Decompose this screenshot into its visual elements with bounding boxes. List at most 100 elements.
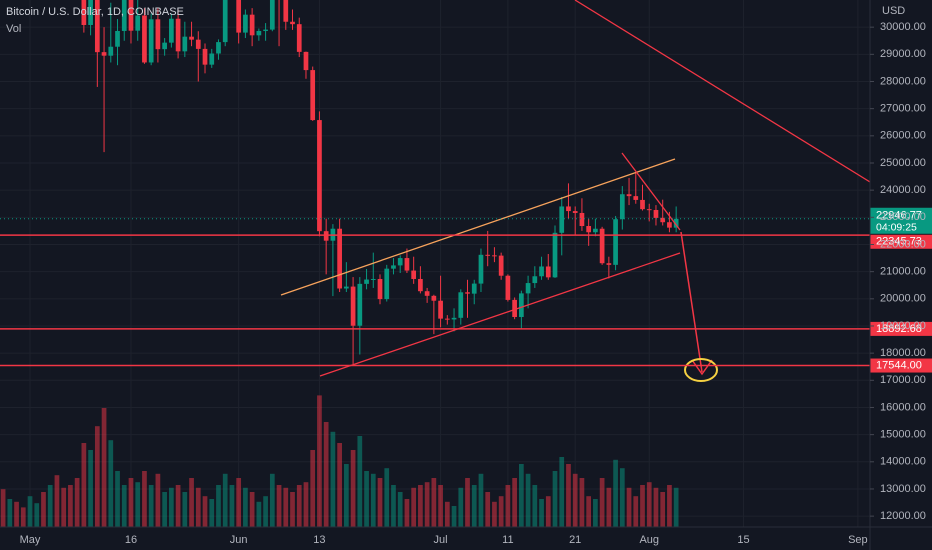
y-tick-label: 19000.00 [880, 320, 926, 332]
volume-bar [404, 499, 410, 527]
x-tick-label: Jun [230, 534, 248, 546]
volume-bar [418, 485, 423, 527]
volume-bar [263, 496, 268, 527]
volume-bar [101, 408, 107, 527]
volume-bar [391, 485, 396, 527]
volume-bar [444, 501, 450, 527]
volume-bar [492, 501, 497, 527]
volume-bar [613, 459, 618, 527]
volume-bar [27, 496, 33, 527]
candle-body [404, 258, 410, 271]
candle-body [485, 254, 491, 256]
volume-bar [337, 443, 342, 527]
candle-body [465, 292, 470, 294]
candle-body [337, 228, 342, 289]
candle-body [552, 232, 558, 278]
volume-bar [572, 473, 578, 527]
y-tick-label: 20000.00 [880, 293, 926, 305]
volume-bar [121, 485, 127, 527]
candle-body [660, 217, 666, 223]
candle-body [88, 0, 93, 25]
candle-body [169, 18, 174, 43]
volume-bar [148, 485, 154, 527]
candles [81, 0, 679, 365]
volume-bar [182, 492, 188, 527]
candle-body [532, 276, 538, 284]
y-tick-label: 18000.00 [880, 347, 926, 359]
candle-body [182, 36, 188, 52]
candle-body [370, 278, 376, 280]
volume-bar [88, 450, 93, 527]
volume-bar [626, 487, 632, 527]
candle-body [599, 228, 605, 264]
volume-bar [195, 487, 201, 527]
candle-body [673, 218, 679, 228]
volume-bar [222, 473, 228, 527]
candle-body [431, 295, 437, 301]
candle-body [633, 196, 639, 200]
candle-body [209, 53, 215, 65]
y-tick-label: 29000.00 [880, 48, 926, 60]
volume-bar [552, 471, 558, 527]
trendline [574, 0, 870, 183]
candle-body [94, 0, 100, 53]
price-line-box [870, 358, 932, 373]
candle-body [344, 286, 349, 289]
candle-body [142, 15, 147, 63]
volume-bar [108, 440, 114, 527]
candle-body [566, 206, 571, 212]
volume-bar [41, 492, 46, 527]
volume-bar [505, 485, 511, 527]
y-tick-label: 16000.00 [880, 401, 926, 413]
channel-upper [280, 158, 676, 296]
candle-body [525, 283, 531, 294]
candle-body [559, 206, 565, 233]
candle-body [202, 48, 208, 65]
volume-bar [619, 468, 625, 527]
volume-bar [202, 496, 208, 527]
volume-bar [14, 501, 19, 527]
volume-bar [94, 426, 100, 527]
volume-bar [256, 501, 262, 527]
candle-body [539, 266, 544, 277]
candle-body [101, 52, 107, 56]
y-tick-label: 12000.00 [880, 510, 926, 522]
y-tick-label: 13000.00 [880, 483, 926, 495]
arrow-head [691, 359, 713, 376]
volume-bar [135, 482, 141, 527]
x-tick-label: Aug [639, 534, 659, 546]
volume-bar [276, 485, 282, 527]
candle-body [593, 228, 598, 233]
volume-bar [290, 492, 295, 527]
volume-bar [485, 492, 491, 527]
volume-bar [317, 395, 322, 527]
volume-bar [236, 478, 242, 527]
volume-bar [633, 496, 639, 527]
current-price-label: 22946.77 [876, 210, 922, 222]
candle-body [269, 0, 275, 30]
x-tick-label: 13 [313, 534, 325, 546]
volume-bar [606, 487, 612, 527]
volume-bar [20, 507, 26, 527]
volume-bar [660, 492, 666, 527]
volume-bar [431, 478, 437, 527]
volume-bar [545, 496, 551, 527]
candle-body [128, 0, 134, 31]
volume-bar [54, 475, 60, 527]
y-tick-label: 22000.00 [880, 238, 926, 250]
volume-bar [175, 485, 181, 527]
y-tick-label: 15000.00 [880, 429, 926, 441]
volume-bar [593, 499, 598, 527]
candle-body [478, 254, 484, 284]
volume-bar [673, 487, 679, 527]
x-tick-label: Jul [434, 534, 448, 546]
volume-bar [249, 492, 255, 527]
x-tick-label: May [20, 534, 41, 546]
volume-bar [350, 450, 356, 527]
x-tick-label: 15 [737, 534, 749, 546]
volume-bars [0, 395, 679, 527]
candle-body [263, 29, 268, 31]
candle-body [310, 70, 316, 121]
